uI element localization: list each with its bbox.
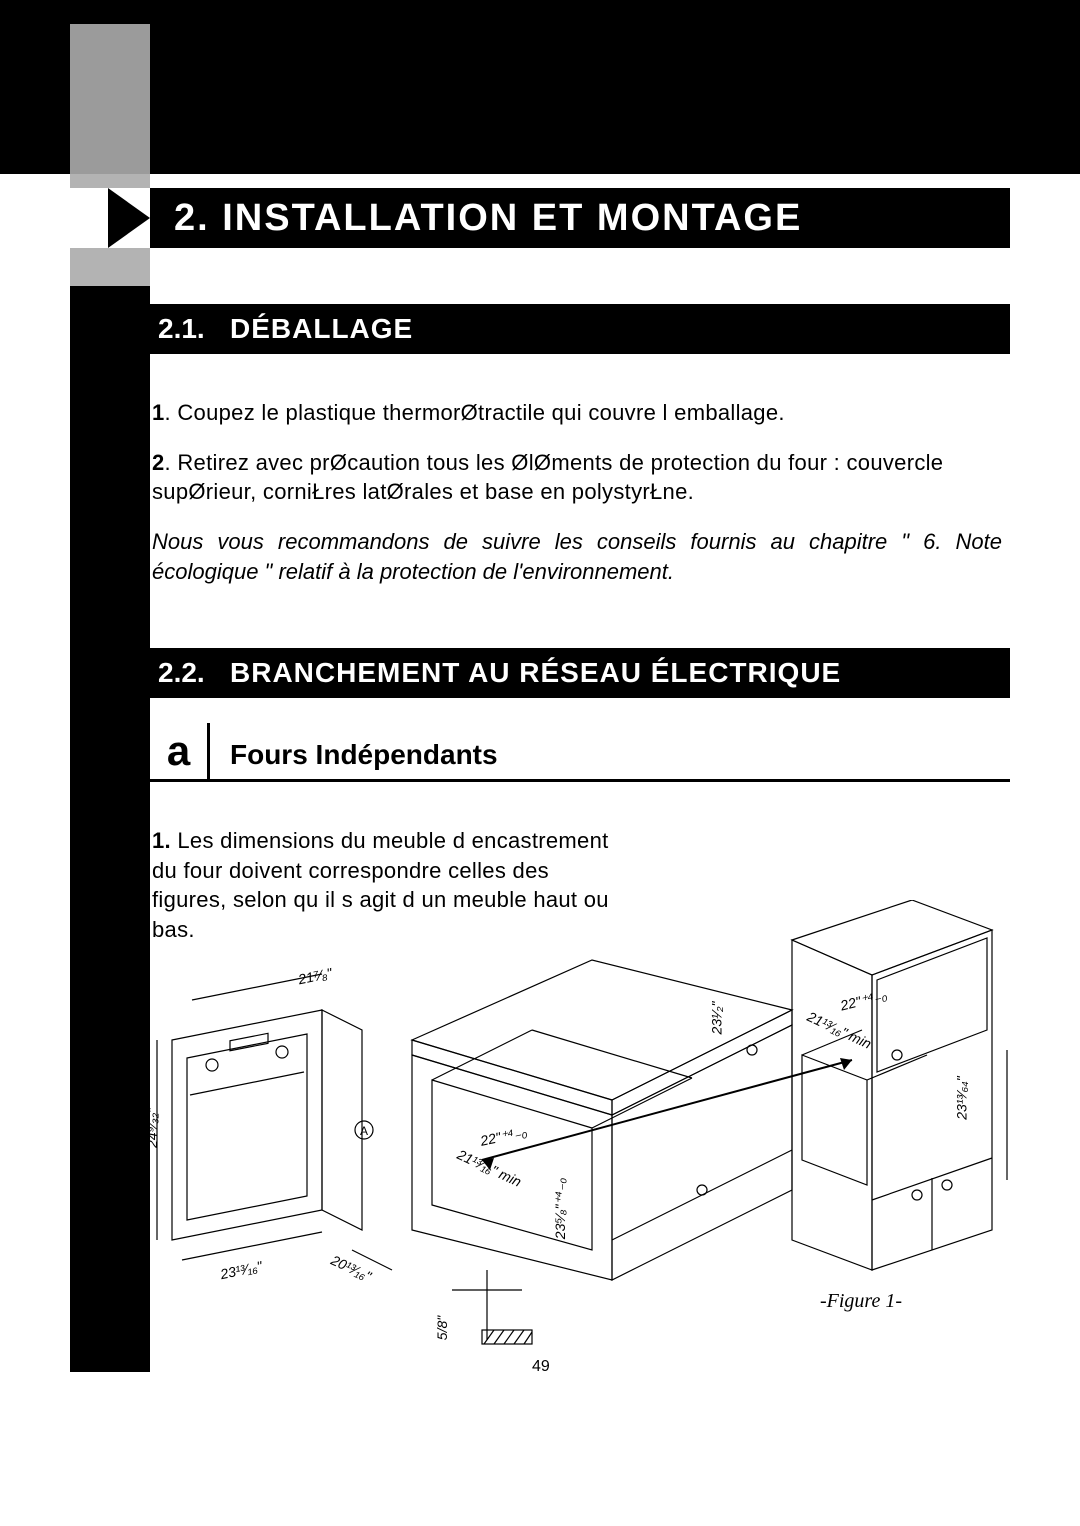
step-1-number: 1: [152, 400, 165, 425]
chapter-title: 2. INSTALLATION ET MONTAGE: [150, 197, 802, 240]
dim-oven-height: 24⁹⁄₃₂": [144, 1108, 160, 1148]
subsection-a-title: Fours Indépendants: [210, 739, 498, 779]
section-21-number: 2.1.: [150, 313, 230, 345]
section-22-number: 2.2.: [150, 657, 230, 689]
svg-text:A: A: [360, 1124, 368, 1138]
step-1: 1. Coupez le plastique thermorØtractile …: [152, 398, 1002, 428]
page-number: 49: [532, 1358, 550, 1376]
black-sidebar-overlay: [70, 286, 150, 1372]
section-22-title: BRANCHEMENT AU RÉSEAU ÉLECTRIQUE: [230, 657, 841, 689]
section-21-title: DÉBALLAGE: [230, 313, 413, 345]
subsection-a-letter: a: [150, 723, 210, 779]
step-1-text: . Coupez le plastique thermorØtractile q…: [165, 400, 785, 425]
step-2-number: 2: [152, 450, 165, 475]
figure-caption: -Figure 1-: [820, 1290, 902, 1313]
section-21-body: 1. Coupez le plastique thermorØtractile …: [152, 398, 1002, 586]
subsection-a-step1-num: 1.: [152, 828, 171, 853]
step-2-text: . Retirez avec prØcaution tous les ØlØme…: [152, 450, 943, 505]
section-21-bar: 2.1. DÉBALLAGE: [150, 304, 1010, 354]
dim-low-front-h: 23¹⁄₂": [708, 1002, 724, 1035]
step-2: 2. Retirez avec prØcaution tous les ØlØm…: [152, 448, 1002, 507]
dim-tall-opening-h: 23¹³⁄₆₄": [954, 1076, 970, 1119]
section-22-bar: 2.2. BRANCHEMENT AU RÉSEAU ÉLECTRIQUE: [150, 648, 1010, 698]
chapter-arrow-icon: [108, 188, 150, 248]
dim-gap: 5/8": [434, 1316, 450, 1340]
subsection-a-bar: a Fours Indépendants: [150, 726, 1010, 782]
chapter-header-bar: 2. INSTALLATION ET MONTAGE: [150, 188, 1010, 248]
dim-low-opening-h: 23⁵⁄₈"⁺⁴₋₀: [552, 1178, 569, 1239]
top-black-band: [0, 0, 1080, 174]
eco-note: Nous vous recommandons de suivre les con…: [152, 527, 1002, 586]
